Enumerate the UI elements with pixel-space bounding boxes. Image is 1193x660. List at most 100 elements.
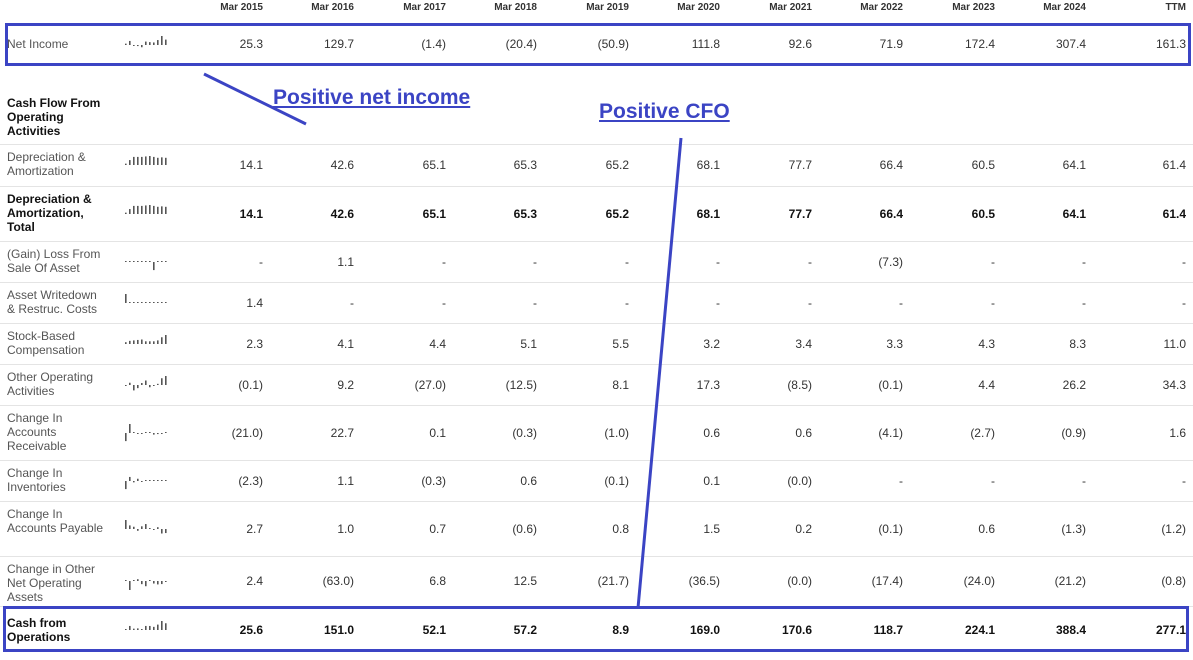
- sparkline-bar: [125, 629, 127, 630]
- net-income-highlight-box: [5, 23, 1191, 66]
- sparkline-bar: [149, 384, 151, 387]
- sparkline-bar: [141, 480, 143, 482]
- value-cell: 151.0: [323, 623, 354, 637]
- value-cell: 3.3: [886, 336, 903, 351]
- value-cell: (0.3): [421, 473, 446, 488]
- column-header: Mar 2016: [311, 2, 354, 13]
- sparkline-bar: [141, 339, 143, 344]
- sparkline-bar: [145, 479, 147, 481]
- value-cell: -: [1082, 295, 1086, 310]
- sparkline-bar: [141, 525, 143, 529]
- sparkline-bar: [161, 621, 163, 630]
- net-income-row: Net Income 25.3 129.7 (1.4) (20.4) (50.9) 111…: [0, 23, 1193, 65]
- value-cell: 14.1: [239, 158, 263, 172]
- row-label: Change in Other Net Operating Assets: [7, 562, 96, 604]
- value-cell: (36.5): [688, 574, 720, 588]
- sparkline-bar: [149, 301, 151, 303]
- sparkline-bar: [157, 157, 159, 165]
- section-header: Cash Flow From Operating Activities: [7, 96, 101, 138]
- sparkline-bar: [165, 479, 167, 481]
- value-cell: 66.4: [879, 158, 903, 172]
- value-cell: 2.4: [246, 574, 263, 588]
- value-cell: 161.3: [1155, 37, 1186, 51]
- column-header: Mar 2022: [860, 2, 903, 13]
- value-cell: 34.3: [1162, 377, 1186, 392]
- sparkline-bar: [141, 301, 143, 303]
- sparkline-bar: [125, 480, 127, 489]
- row-label: Change In Accounts Payable: [7, 507, 104, 535]
- sparkline-bar: [157, 383, 159, 385]
- sparkline-bar: [137, 260, 139, 262]
- sparkline-bar: [153, 581, 155, 584]
- sparkline-bar: [125, 580, 127, 581]
- value-cell: -: [991, 295, 995, 310]
- sparkline-bar: [153, 479, 155, 481]
- cash-flow-row: Asset Writedown & Restruc. Costs 1.4 - - - - -…: [0, 282, 1193, 324]
- cash-flow-row: (Gain) Loss From Sale Of Asset - 1.1 - - - - - (…: [0, 241, 1193, 283]
- value-cell: (4.1): [878, 425, 903, 440]
- row-sparkline: [125, 423, 169, 448]
- sparkline-bar: [129, 625, 131, 630]
- sparkline-bar: [153, 340, 155, 344]
- cash-flow-row: Depreciation & Amortization 14.1 42.6 65.1 6…: [0, 144, 1193, 187]
- sparkline-bar: [129, 476, 131, 481]
- sparkline-bar: [157, 624, 159, 630]
- sparkline-bar: [133, 301, 135, 303]
- value-cell: 25.3: [239, 37, 263, 51]
- row-label: Depreciation & Amortization: [7, 150, 86, 178]
- sparkline-bar: [165, 206, 167, 214]
- value-cell: 68.1: [696, 158, 720, 172]
- value-cell: 77.7: [788, 158, 812, 172]
- value-cell: 22.7: [330, 425, 354, 440]
- sparkline-bar: [129, 340, 131, 344]
- value-cell: 129.7: [323, 37, 354, 51]
- value-cell: 66.4: [879, 206, 903, 221]
- value-cell: 0.7: [429, 521, 446, 536]
- sparkline-bar: [165, 334, 167, 344]
- value-cell: -: [716, 254, 720, 269]
- value-cell: -: [533, 254, 537, 269]
- sparkline-bar: [161, 581, 163, 585]
- value-cell: (12.5): [505, 377, 537, 392]
- row-label: Depreciation & Amortization, Total: [7, 192, 92, 234]
- value-cell: (63.0): [322, 574, 354, 588]
- value-cell: -: [1182, 295, 1186, 310]
- sparkline-bar: [141, 581, 143, 585]
- sparkline-bar: [141, 432, 143, 434]
- value-cell: 2.3: [246, 336, 263, 351]
- value-cell: 0.6: [703, 425, 720, 440]
- row-sparkline: [125, 471, 169, 496]
- column-header: Mar 2017: [403, 2, 446, 13]
- value-cell: 3.4: [795, 336, 812, 351]
- sparkline-bar: [153, 528, 155, 530]
- value-cell: (8.5): [787, 377, 812, 392]
- sparkline-bar: [161, 336, 163, 344]
- row-label: Asset Writedown & Restruc. Costs: [7, 288, 98, 316]
- value-cell: 224.1: [964, 623, 995, 637]
- net-income-sparkline: [125, 35, 169, 60]
- value-cell: 17.3: [696, 377, 720, 392]
- value-cell: 14.1: [239, 206, 263, 221]
- sparkline-bar: [157, 339, 159, 344]
- row-sparkline: [125, 204, 169, 229]
- value-cell: (0.6): [512, 521, 537, 536]
- sparkline-bar: [157, 260, 159, 262]
- value-cell: (21.0): [231, 425, 263, 440]
- column-header: Mar 2020: [677, 2, 720, 13]
- sparkline-bar: [125, 260, 127, 262]
- value-cell: (0.9): [1061, 425, 1086, 440]
- sparkline-bar: [149, 431, 151, 433]
- column-header: Mar 2021: [769, 2, 812, 13]
- value-cell: 172.4: [964, 37, 995, 51]
- row-sparkline: [125, 252, 169, 277]
- value-cell: 1.5: [703, 521, 720, 536]
- value-cell: (0.0): [787, 574, 812, 588]
- value-cell: (0.0): [787, 473, 812, 488]
- value-cell: 68.1: [696, 206, 720, 221]
- value-cell: 8.9: [612, 623, 629, 637]
- value-cell: 169.0: [689, 623, 720, 637]
- sparkline-bar: [165, 157, 167, 165]
- sparkline-bar: [133, 526, 135, 529]
- sparkline-bar: [141, 205, 143, 214]
- value-cell: 9.2: [337, 377, 354, 392]
